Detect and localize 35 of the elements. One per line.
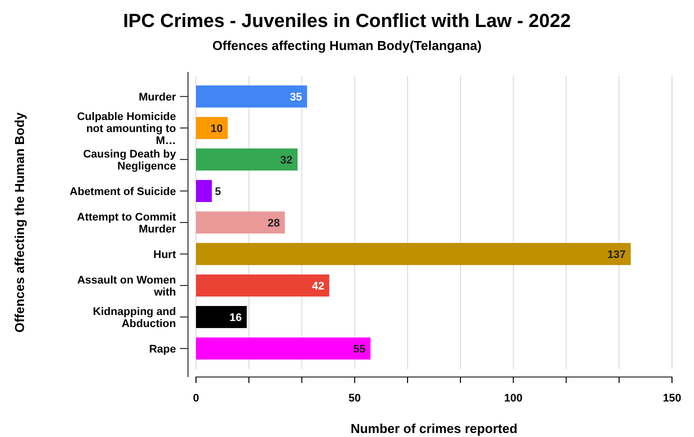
data-label: 137 xyxy=(607,248,626,261)
data-label: 5 xyxy=(214,186,221,198)
y-tick-label: Attempt to Commit Murder xyxy=(77,211,177,236)
data-label: 35 xyxy=(290,91,302,104)
y-tick-label: Assault on Women with xyxy=(77,274,176,298)
bar xyxy=(196,274,330,297)
chart-subtitle: Offences affecting Human Body(Telangana) xyxy=(212,38,482,53)
x-axis-title: Number of crimes reported xyxy=(350,421,518,436)
y-tick-label: Murder xyxy=(138,91,177,104)
bar xyxy=(196,242,631,266)
chart-title: IPC Crimes - Juveniles in Conflict with Law - 2022 xyxy=(123,11,571,32)
bar xyxy=(196,180,212,202)
data-label: 16 xyxy=(230,312,242,324)
x-tick-label: 50 xyxy=(348,392,361,404)
y-tick-label: Causing Death by Negligence xyxy=(83,148,177,172)
bar xyxy=(196,337,371,360)
x-tick-label: 100 xyxy=(504,392,523,404)
bar xyxy=(196,306,247,328)
y-tick-label: Culpable Homicide not amounting to M… xyxy=(76,110,176,147)
y-tick-label: Rape xyxy=(149,343,176,356)
data-label: 28 xyxy=(268,217,280,230)
y-tick-label: Abetment of Suicide xyxy=(70,186,176,198)
bar xyxy=(196,148,298,171)
y-tick-label: Kidnapping and Abduction xyxy=(92,306,176,330)
data-label: 10 xyxy=(210,122,223,135)
data-label: 32 xyxy=(280,154,293,166)
x-tick-label: 0 xyxy=(192,392,200,404)
bar xyxy=(196,116,228,140)
y-axis-title: Offences affecting the Human Body xyxy=(12,112,27,333)
x-tick-label: 150 xyxy=(662,392,682,404)
bar xyxy=(196,211,285,234)
data-label: 42 xyxy=(312,280,324,292)
bar xyxy=(196,85,308,108)
data-label: 55 xyxy=(353,343,366,356)
y-tick-label: Hurt xyxy=(153,248,176,261)
